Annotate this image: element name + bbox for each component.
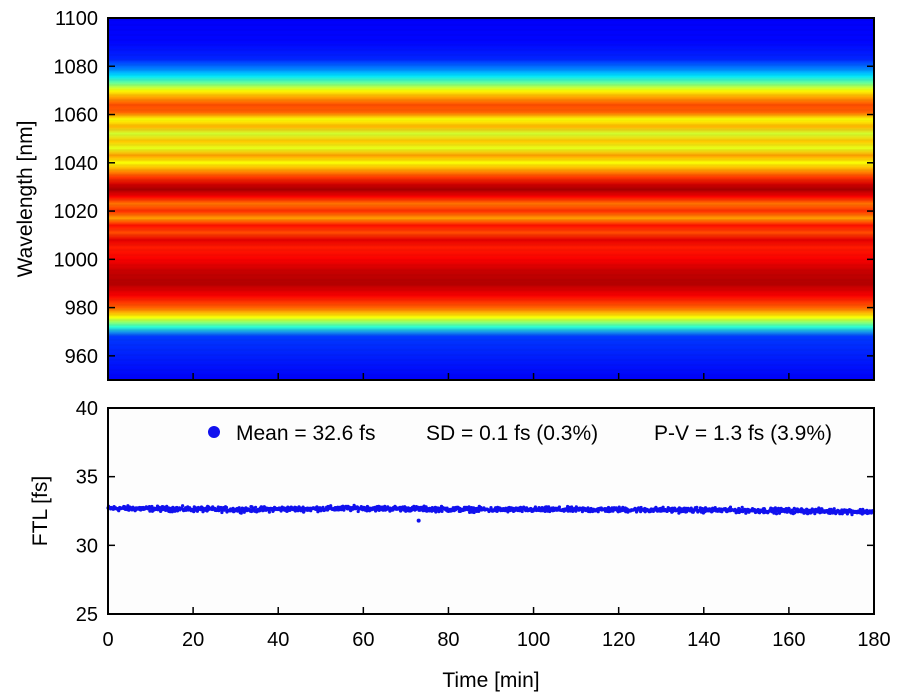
ftl-x-tick-label: 140: [687, 629, 720, 651]
ftl-x-tick-label: 160: [772, 629, 805, 651]
heatmap-y-tick-label: 1100: [55, 8, 98, 30]
ftl-point: [220, 510, 224, 515]
ftl-point: [440, 509, 444, 513]
ftl-x-tick-label: 100: [517, 629, 550, 651]
ftl-point: [258, 509, 262, 513]
ftl-point: [148, 509, 152, 513]
ftl-y-tick-label: 25: [76, 604, 98, 626]
ftl-point: [383, 504, 387, 508]
ftl-point: [832, 507, 836, 511]
ftl-y-tick-label: 35: [76, 467, 98, 489]
ftl-x-tick-label: 20: [182, 629, 204, 651]
heatmap-y-ticks: 960 980 1000 1020 1040 1060 1080 1100: [54, 8, 874, 368]
heatmap-image: [108, 18, 874, 380]
ftl-point: [661, 505, 665, 509]
ftl-x-tick-label: 80: [437, 629, 459, 651]
ftl-point: [239, 511, 243, 515]
legend-mean: Mean = 32.6 fs: [236, 422, 376, 445]
ftl-point: [557, 505, 562, 509]
ftl-point: [774, 512, 779, 516]
legend: Mean = 32.6 fs SD = 0.1 fs (0.3%) P-V = …: [208, 422, 832, 445]
ftl-point: [430, 509, 434, 513]
ftl-outlier-point: [416, 518, 421, 523]
heatmap-y-tick-label: 1040: [54, 153, 99, 175]
legend-pv: P-V = 1.3 fs (3.9%): [654, 422, 832, 445]
heatmap-y-tick-label: 1020: [54, 201, 99, 223]
legend-sd: SD = 0.1 fs (0.3%): [426, 422, 598, 445]
heatmap-y-tick-label: 1080: [54, 56, 99, 78]
ftl-panel: 25 30 35 40 0 20 40 60 80 100 120 140 160 180 FTL [f…: [29, 398, 891, 692]
ftl-x-tick-label: 120: [602, 629, 635, 651]
ftl-point: [267, 510, 271, 514]
heatmap-y-axis-title: Wavelength [nm]: [14, 121, 37, 278]
ftl-point: [171, 505, 175, 509]
ftl-point: [520, 509, 524, 514]
ftl-point: [740, 505, 744, 509]
ftl-y-axis-title: FTL [fs]: [29, 476, 52, 546]
ftl-point: [817, 506, 821, 510]
ftl-x-tick-label: 0: [102, 629, 113, 651]
legend-marker: [208, 426, 220, 438]
heatmap-y-tick-label: 960: [65, 346, 98, 368]
ftl-x-tick-label: 180: [857, 629, 890, 651]
ftl-point: [776, 506, 781, 510]
ftl-point: [224, 505, 229, 510]
ftl-point: [845, 512, 850, 516]
ftl-x-tick-label: 40: [267, 629, 289, 651]
ftl-x-ticks: 0 20 40 60 80 100 120 140 160 180: [102, 607, 891, 651]
ftl-x-axis-title: Time [min]: [442, 669, 539, 692]
ftl-point: [850, 513, 854, 517]
ftl-frame: [107, 407, 875, 615]
heatmap-x-ticks: [107, 373, 875, 380]
ftl-y-ticks: 25 30 35 40: [76, 398, 874, 626]
ftl-y-tick-label: 40: [76, 398, 98, 420]
ftl-point: [472, 510, 476, 515]
ftl-point: [356, 509, 360, 514]
heatmap-y-tick-label: 1060: [54, 105, 99, 127]
ftl-points: [106, 503, 876, 523]
ftl-point: [254, 505, 258, 509]
ftl-point: [695, 505, 699, 509]
ftl-point: [728, 505, 733, 509]
heatmap-texture: [108, 19, 874, 376]
heatmap-frame: [107, 17, 875, 381]
heatmap-y-tick-label: 1000: [54, 249, 99, 271]
ftl-x-tick-label: 60: [352, 629, 374, 651]
ftl-point: [342, 508, 346, 512]
ftl-y-tick-label: 30: [76, 535, 98, 557]
ftl-point: [181, 504, 185, 508]
heatmap-y-tick-label: 980: [65, 298, 98, 320]
heatmap-panel: 960 980 1000 1020 1040 1060 1080 1100 Wavelengt…: [14, 8, 875, 381]
